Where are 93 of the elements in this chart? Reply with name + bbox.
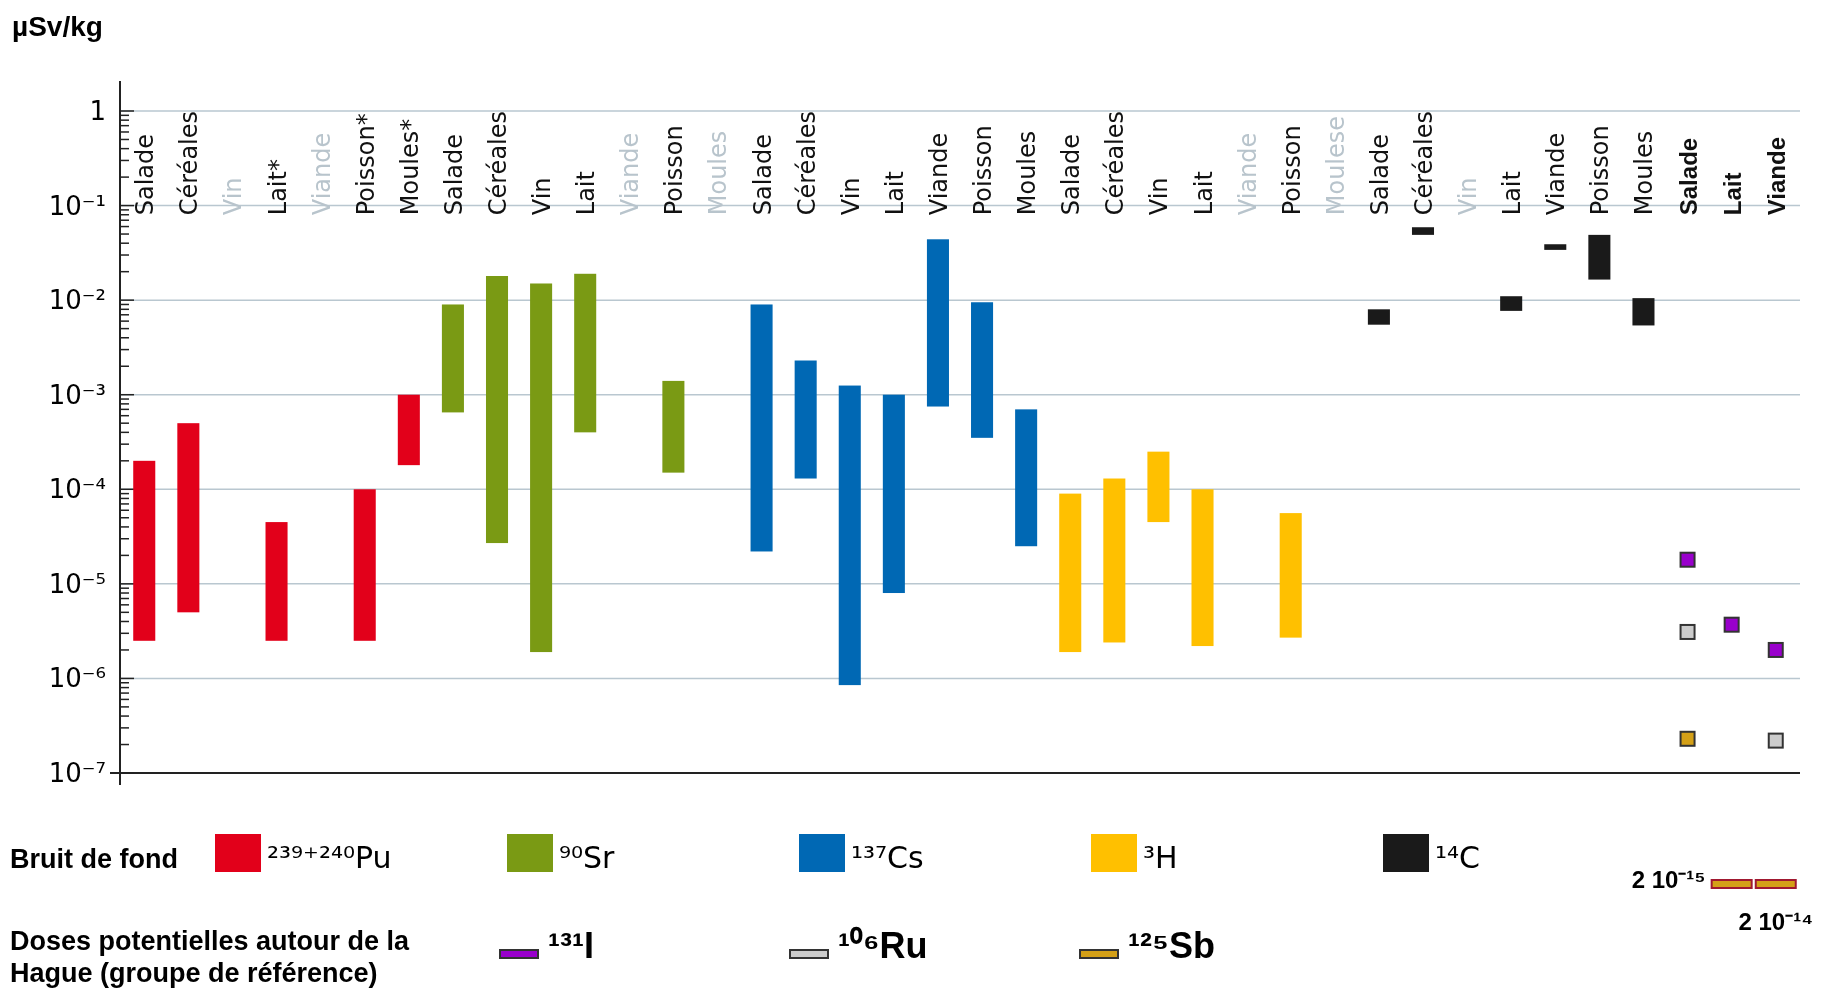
x-tick-label: Céréales [792,110,821,216]
point [1767,732,1784,749]
x-tick-label: Vin [836,177,865,216]
bar [1191,489,1214,647]
x-tick-label: Viande [307,132,336,216]
bar [750,304,773,552]
x-tick-label: Lait [1718,172,1746,216]
bar [794,360,817,479]
x-tick-label: Lait* [263,159,292,216]
x-tick-label: Moules [704,130,733,216]
x-tick-label: Salade [131,133,160,216]
x-tick-label: Salade [1057,133,1086,216]
bar [1588,234,1611,280]
text: 2 10⁻¹⁴ [1738,908,1814,935]
bar [397,394,420,466]
x-tick-label: Moulese [1321,115,1350,216]
x-tick-label: Lait [572,171,601,216]
bar [1279,513,1302,638]
x-tick-label: Vin [528,177,557,216]
bar [485,276,509,544]
bar [838,385,861,686]
x-tick-label: Moules* [395,118,424,216]
y-tick-label: 10⁻⁶ [48,663,106,694]
x-tick-label: Poisson [1586,125,1615,216]
y-tick-label: 10⁻⁵ [48,568,106,599]
bar [971,302,994,438]
x-tick-label: Salade [439,133,468,216]
x-tick-label: Moules [1630,130,1659,216]
x-tick-label: Moules [1013,130,1042,216]
bar [1059,493,1082,653]
bar [1544,244,1567,250]
x-tick-label: Poisson [969,125,998,216]
x-tick-label: Salade [748,133,777,216]
bar [441,304,464,413]
bar [574,273,597,433]
point [1723,616,1740,633]
point [1679,551,1696,568]
legend-label: ¹³⁷Cs [851,840,924,875]
x-tick-label: Viande [924,132,953,216]
x-tick-label: Céréales [1101,110,1130,216]
bar [1411,227,1435,235]
x-tick-label: Salade [1365,133,1394,216]
x-tick-label: Lait [880,171,909,216]
x-tick-label: Céréales [175,110,204,216]
legend-label: ¹³¹I [548,925,594,966]
x-tick-label: Vin [1145,177,1174,216]
x-tick-label: Poisson [660,125,689,216]
x-tick-label: Céréales [1409,110,1438,216]
text: 2 10⁻¹⁵ [1631,866,1706,893]
bar [265,522,288,641]
y-axis-title: µSv/kg [12,11,103,42]
legend-label: ¹⁴C [1435,840,1480,875]
bar [926,239,949,407]
bar [1632,298,1655,326]
x-tick-label: Poisson* [351,113,380,216]
y-tick-label: 10⁻⁷ [48,758,106,788]
bar [1500,296,1523,311]
bar [1103,478,1126,643]
x-tick-label: Viande [1542,132,1571,216]
y-tick-label: 1 [89,96,106,126]
legend-label: ¹²⁵Sb [1128,925,1215,966]
bar [133,460,156,641]
x-tick-label: Viande [1233,132,1262,216]
bar [353,489,376,641]
bar [1367,309,1390,325]
x-tick-label: Lait [1498,171,1527,216]
bar [530,283,553,653]
point [1767,641,1784,658]
x-tick-label: Viande [616,132,645,216]
x-tick-label: Vin [1454,177,1483,216]
text: Doses potentielles autour de la Hague (groupe de référence) [10,926,411,988]
bar [662,380,685,473]
bar [1015,409,1038,547]
point [1679,623,1696,640]
y-tick-label: 10⁻⁴ [48,474,106,505]
x-tick-label: Poisson [1277,125,1306,216]
point [1679,730,1696,747]
legend-label: ³H [1143,840,1178,875]
x-tick-label: Vin [219,177,248,216]
y-tick-label: 10⁻² [48,285,106,316]
x-tick-label: Céréales [484,110,513,216]
text: Bruit de fond [10,844,178,874]
bar [1147,451,1170,523]
bar [177,423,200,613]
legend-label: ¹⁰⁶Ru [838,925,928,966]
legend-label: ⁹⁰Sr [559,840,616,875]
y-tick-label: 10⁻³ [48,379,106,410]
bar [882,394,905,594]
x-tick-label: Lait [1189,171,1218,216]
x-tick-label: Salade [1674,137,1702,216]
x-tick-label: Viande [1762,136,1790,216]
y-tick-label: 10⁻¹ [48,190,106,221]
legend-label: ²³⁹⁺²⁴⁰Pu [267,840,392,875]
